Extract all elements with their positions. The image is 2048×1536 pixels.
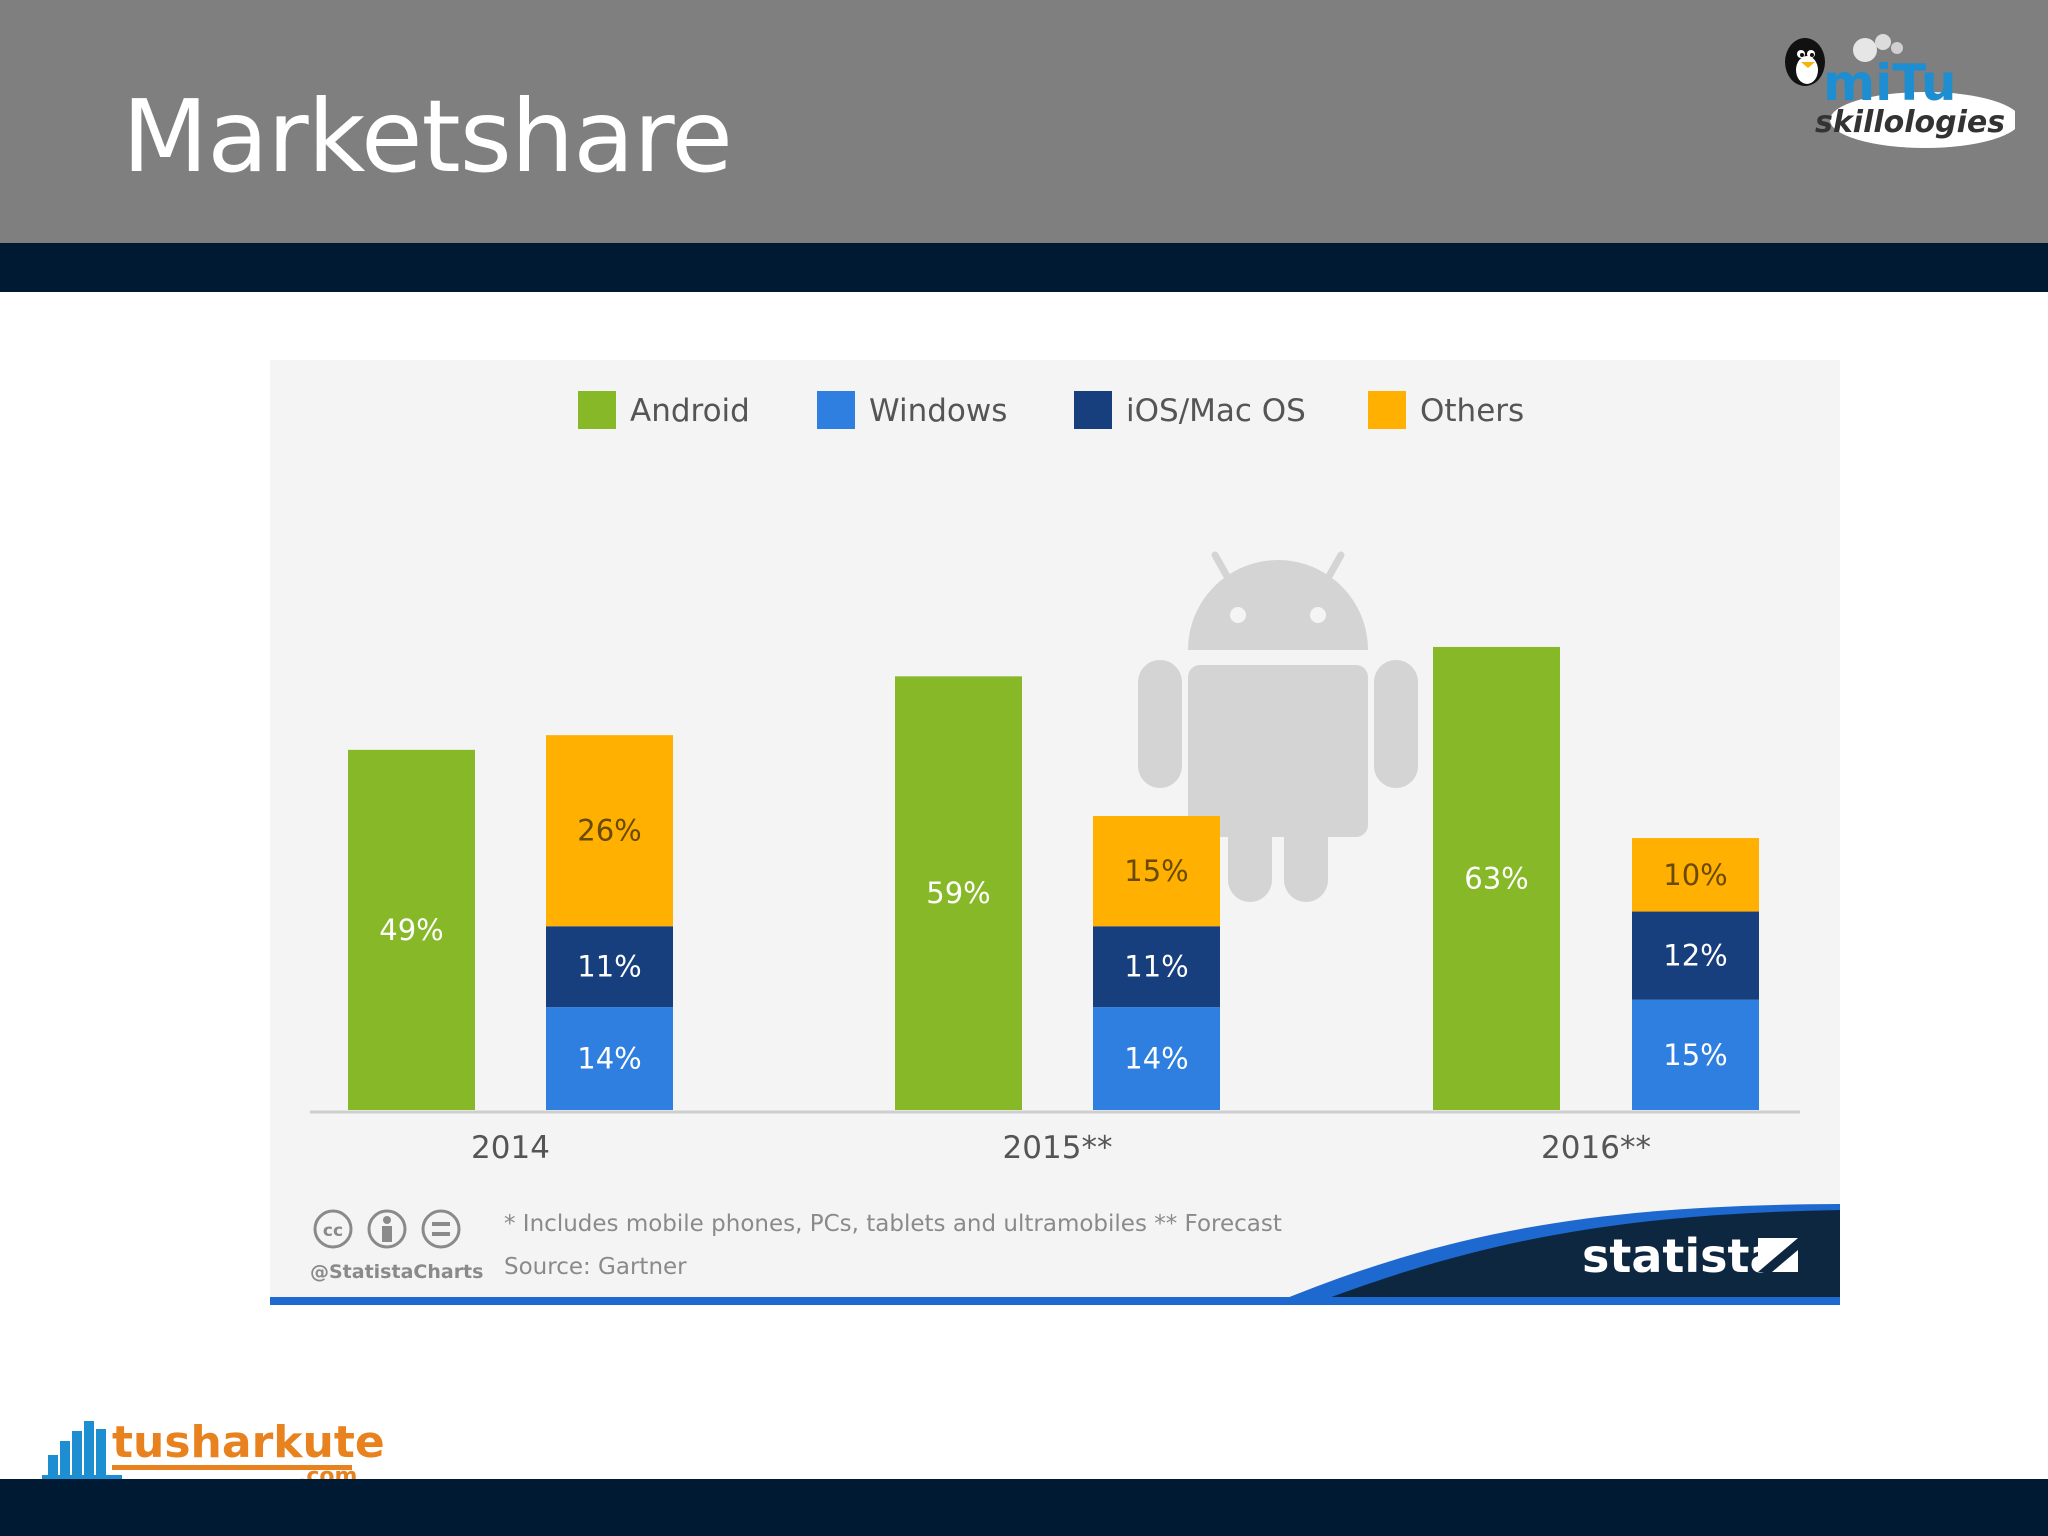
data-label-android-2016: 63% — [1464, 861, 1528, 895]
mitu-logo: miTu skillologies — [1785, 34, 2015, 148]
mitu-bubble-3 — [1891, 42, 1903, 54]
x-tick-labels: 2014 2015** 2016** — [471, 1130, 1651, 1166]
tusharkute-main-text: tusharkute — [112, 1417, 385, 1468]
chart-bars: 49% 14% 11% 26% 59% 14% 11% 15% 63% 15% 12% 10% — [348, 646, 1759, 1110]
data-label-others-2015: 15% — [1124, 854, 1188, 888]
header-band — [0, 243, 2048, 292]
mitu-top-text: miTu — [1823, 54, 1956, 112]
data-label-windows-2015: 14% — [1124, 1042, 1188, 1076]
books-icon — [42, 1421, 122, 1481]
x-tick-2014: 2014 — [471, 1130, 550, 1166]
chart-panel: Android Windows iOS/Mac OS Others 49% 14% 11%… — [270, 360, 1840, 1305]
data-label-others-2016: 10% — [1663, 858, 1727, 892]
statista-swoosh-dark — [1310, 1210, 1840, 1305]
legend-swatch-others — [1368, 391, 1406, 429]
bar-ios-mac-os-2014 — [546, 926, 673, 1008]
bar-others-2015 — [1093, 816, 1220, 927]
x-tick-2016: 2016** — [1541, 1130, 1651, 1166]
tusharkute-logo: tusharkute .com — [42, 1417, 385, 1485]
svg-text:cc: cc — [323, 1221, 343, 1241]
mitu-bottom-text: skillologies — [1815, 105, 2005, 140]
chart-footnote: * Includes mobile phones, PCs, tablets a… — [504, 1211, 1282, 1237]
bar-others-2014 — [546, 735, 673, 927]
legend-swatch-android — [578, 391, 616, 429]
legend-label-others: Others — [1420, 393, 1524, 429]
legend-label-ios-mac-os: iOS/Mac OS — [1126, 393, 1306, 429]
no-derivatives-icon — [421, 1209, 461, 1249]
data-label-windows-2016: 15% — [1663, 1038, 1727, 1072]
statista-bottom-line — [270, 1297, 1840, 1305]
data-label-ios-mac-os-2016: 12% — [1663, 939, 1727, 973]
bar-ios-mac-os-2015 — [1093, 926, 1220, 1008]
chart-source: Source: Gartner — [504, 1254, 687, 1280]
mitu-swoosh — [1830, 92, 2015, 148]
attribution-icon — [367, 1209, 407, 1249]
bar-ios-mac-os-2016 — [1632, 911, 1759, 1000]
bar-android-2014 — [348, 749, 475, 1110]
bar-android-2016 — [1433, 646, 1560, 1110]
slide-header — [0, 0, 2048, 243]
legend-label-android: Android — [630, 393, 750, 429]
android-watermark — [1138, 551, 1418, 902]
chart-svg: Android Windows iOS/Mac OS Others 49% 14% 11%… — [270, 391, 1840, 1305]
mitu-bubble-2 — [1875, 34, 1891, 50]
chart-legend: Android Windows iOS/Mac OS Others — [578, 391, 1524, 429]
data-label-windows-2014: 14% — [577, 1042, 641, 1076]
legend-swatch-windows — [817, 391, 855, 429]
legend-label-windows: Windows — [869, 393, 1007, 429]
statista-brand: statista — [1582, 1229, 1781, 1283]
data-label-ios-mac-os-2014: 11% — [577, 950, 641, 984]
slide-title: Marketshare — [122, 78, 733, 195]
data-label-others-2014: 26% — [577, 814, 641, 848]
data-label-android-2014: 49% — [379, 913, 443, 947]
bar-windows-2016 — [1632, 999, 1759, 1110]
statista-handle: @StatistaCharts — [310, 1261, 483, 1283]
data-label-ios-mac-os-2015: 11% — [1124, 950, 1188, 984]
penguin-icon — [1785, 38, 1825, 86]
tusharkute-underline — [112, 1465, 352, 1470]
mitu-bubble-1 — [1853, 38, 1877, 62]
bar-windows-2014 — [546, 1007, 673, 1110]
data-label-android-2015: 59% — [926, 876, 990, 910]
bar-windows-2015 — [1093, 1007, 1220, 1110]
x-tick-2015: 2015** — [1003, 1130, 1113, 1166]
footer-band — [0, 1479, 2048, 1536]
statista-mark-icon — [1758, 1238, 1798, 1272]
bar-android-2015 — [895, 676, 1022, 1110]
legend-swatch-ios-mac-os — [1074, 391, 1112, 429]
statista-footer: statista cc @StatistaCharts * Includes m… — [270, 1204, 1840, 1305]
bar-others-2016 — [1632, 838, 1759, 912]
cc-icon: cc — [313, 1209, 353, 1249]
